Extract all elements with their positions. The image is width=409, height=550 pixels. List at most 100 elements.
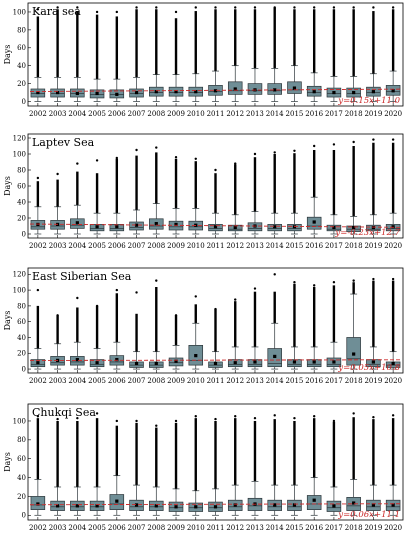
box-2010 bbox=[188, 295, 204, 370]
box-2017 bbox=[326, 6, 342, 102]
y-tick-label: 100 bbox=[13, 150, 26, 158]
box-2012 bbox=[227, 415, 243, 516]
x-tick-label: 2019 bbox=[364, 242, 382, 250]
x-tick-label: 2017 bbox=[325, 242, 343, 250]
mean-marker bbox=[233, 361, 237, 365]
x-tick-label: 2020 bbox=[384, 377, 402, 385]
mean-marker bbox=[292, 503, 297, 507]
x-tick-label: 2003 bbox=[49, 110, 67, 118]
box-2007 bbox=[129, 419, 144, 516]
mean-marker bbox=[95, 504, 99, 508]
x-tick-label: 2017 bbox=[325, 524, 343, 532]
mean-marker bbox=[332, 504, 336, 508]
mean-marker bbox=[273, 225, 277, 229]
box-2005 bbox=[89, 304, 105, 370]
mean-marker bbox=[56, 90, 60, 95]
box-2009 bbox=[168, 10, 184, 102]
chart-title-chukqi-sea: Chukqi Sea bbox=[32, 406, 96, 419]
x-tick-label: 2006 bbox=[108, 377, 126, 385]
x-tick-label: 2018 bbox=[345, 110, 363, 118]
x-tick-label: 2005 bbox=[88, 110, 106, 118]
x-tick-label: 2014 bbox=[266, 377, 284, 385]
outlier-point bbox=[312, 6, 316, 9]
trend-line bbox=[29, 88, 402, 92]
outlier-point bbox=[36, 8, 40, 11]
mean-marker bbox=[391, 89, 395, 93]
outlier-point bbox=[332, 143, 336, 146]
outlier-point bbox=[293, 6, 296, 9]
outlier-point bbox=[155, 424, 158, 427]
x-tick-label: 2016 bbox=[305, 377, 323, 385]
outlier-point bbox=[253, 6, 257, 9]
mean-marker bbox=[332, 360, 336, 364]
box-2019 bbox=[366, 416, 381, 516]
x-tick-label: 2012 bbox=[226, 524, 244, 532]
mean-marker bbox=[36, 90, 40, 95]
outlier-point bbox=[95, 10, 99, 14]
y-tick-label: 40 bbox=[17, 198, 26, 206]
mean-marker bbox=[213, 361, 218, 366]
x-tick-label: 2014 bbox=[266, 524, 284, 532]
box-2007 bbox=[129, 148, 144, 235]
x-tick-label: 2009 bbox=[167, 242, 185, 250]
outlier-point bbox=[332, 419, 336, 423]
box-2005 bbox=[89, 159, 105, 235]
mean-marker bbox=[75, 221, 79, 225]
box-2002 bbox=[30, 288, 46, 370]
y-tick-label: 40 bbox=[17, 334, 26, 342]
outlier-point bbox=[352, 412, 355, 415]
box-2008 bbox=[149, 146, 164, 235]
box-2012 bbox=[227, 6, 243, 102]
outlier-point bbox=[293, 416, 296, 420]
mean-marker bbox=[213, 89, 218, 93]
x-tick-label: 2011 bbox=[207, 110, 225, 118]
box-2011 bbox=[208, 307, 223, 370]
box-2014 bbox=[267, 273, 282, 370]
x-tick-label: 2020 bbox=[384, 524, 402, 532]
x-tick-label: 2002 bbox=[29, 377, 47, 385]
outlier-point bbox=[214, 307, 217, 311]
x-tick-label: 2006 bbox=[108, 110, 126, 118]
outlier-point bbox=[174, 419, 178, 423]
outlier-point bbox=[293, 149, 296, 152]
box-2011 bbox=[208, 168, 223, 235]
outlier-point bbox=[56, 172, 59, 176]
outlier-point bbox=[194, 6, 197, 9]
outlier-point bbox=[352, 140, 355, 144]
box-2004 bbox=[70, 6, 85, 102]
x-tick-label: 2017 bbox=[325, 377, 343, 385]
outlier-point bbox=[56, 417, 59, 421]
mean-marker bbox=[371, 360, 375, 364]
mean-marker bbox=[213, 225, 218, 229]
outlier-point bbox=[115, 419, 119, 423]
mean-marker bbox=[115, 225, 119, 229]
mean-marker bbox=[154, 504, 158, 508]
x-tick-label: 2013 bbox=[246, 377, 264, 385]
mean-marker bbox=[115, 92, 119, 96]
trend-equation: y=0.06x+11.1 bbox=[337, 510, 400, 520]
outlier-point bbox=[194, 295, 197, 298]
mean-marker bbox=[36, 502, 40, 506]
outlier-point bbox=[36, 176, 40, 180]
x-tick-label: 2007 bbox=[128, 524, 146, 532]
y-tick-label: 80 bbox=[17, 302, 26, 310]
outlier-point bbox=[391, 6, 395, 9]
x-tick-label: 2004 bbox=[68, 242, 86, 250]
box-2017 bbox=[326, 419, 342, 516]
box-2003 bbox=[50, 6, 65, 102]
x-tick-label: 2015 bbox=[286, 242, 304, 250]
outlier-point bbox=[135, 291, 138, 294]
mean-marker bbox=[134, 503, 139, 507]
mean-marker bbox=[154, 90, 158, 94]
x-tick-label: 2011 bbox=[207, 377, 225, 385]
box-2002 bbox=[30, 176, 46, 235]
trend-line bbox=[29, 503, 402, 506]
x-tick-label: 2007 bbox=[128, 377, 146, 385]
outlier-point bbox=[293, 281, 296, 284]
box-2018 bbox=[346, 279, 361, 370]
mean-marker bbox=[312, 360, 316, 364]
mean-marker bbox=[75, 91, 79, 96]
mean-marker bbox=[95, 361, 99, 365]
mean-marker bbox=[332, 226, 336, 230]
mean-marker bbox=[292, 86, 297, 90]
